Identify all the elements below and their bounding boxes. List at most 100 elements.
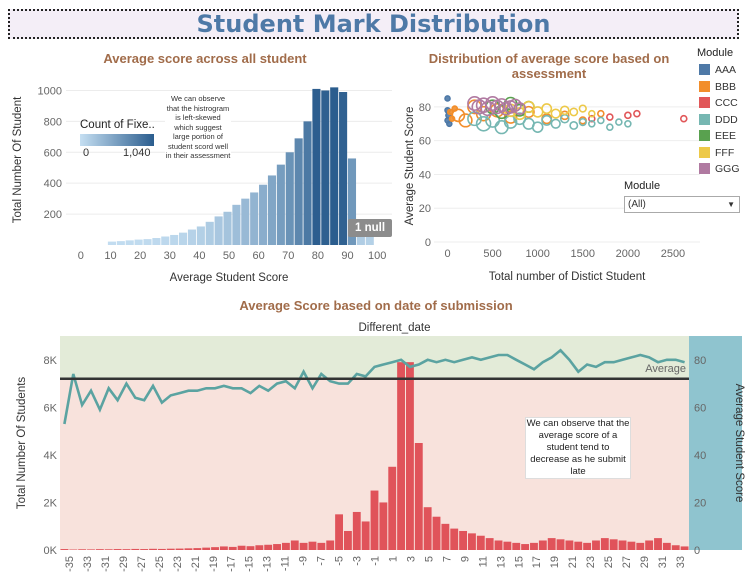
date-count-bar xyxy=(459,530,468,550)
scatter-x-tick-label: 2500 xyxy=(661,248,685,260)
hist-x-tick-label: 90 xyxy=(341,250,353,262)
date-count-bar xyxy=(574,541,583,550)
date-count-bar xyxy=(476,535,485,550)
count-legend-max: 1,040 xyxy=(123,147,151,159)
date-count-bar xyxy=(556,539,565,550)
scatter-point xyxy=(522,100,535,114)
module-legend-swatch xyxy=(699,130,710,141)
scatter-point xyxy=(597,109,605,118)
date-count-bar xyxy=(618,540,627,550)
module-legend-swatch xyxy=(699,163,710,174)
hist-bar xyxy=(321,90,330,245)
hist-y-tick-label: 600 xyxy=(44,147,62,159)
scatter-point xyxy=(679,114,688,123)
hist-x-tick-label: 50 xyxy=(223,250,235,262)
hist-x-tick-label: 30 xyxy=(164,250,176,262)
module-legend-title: Module xyxy=(697,47,734,59)
timeline-y-tick-label: 8K xyxy=(44,355,58,367)
timeline-x-tick-label: 21 xyxy=(567,556,579,568)
date-count-bar xyxy=(228,546,237,550)
dashboard-title-box: Student Mark Distribution xyxy=(8,9,739,39)
scatter-point xyxy=(480,100,496,117)
timeline-y-tick-label: 0K xyxy=(44,545,58,557)
timeline-x-tick-label: -7 xyxy=(316,556,328,566)
module-legend-item[interactable]: EEE xyxy=(699,130,736,143)
date-count-bar xyxy=(521,544,530,550)
date-count-bar xyxy=(538,540,547,550)
module-legend-item[interactable]: FFF xyxy=(699,146,734,160)
null-badge[interactable]: 1 null xyxy=(348,219,392,237)
timeline-x-tick-label: -11 xyxy=(280,556,292,571)
scatter-chart: 0 20 40 60 80 0 500 1000 1500 2000 2500 Total numbe… xyxy=(404,95,700,283)
module-filter-select[interactable]: (All) ▼ xyxy=(624,196,740,213)
dashboard-title: Student Mark Distribution xyxy=(196,10,551,38)
hist-y-tick-label: 1000 xyxy=(38,85,62,97)
module-legend-label: EEE xyxy=(715,130,737,142)
scatter-point xyxy=(475,115,492,132)
timeline-x-tick-label: -1 xyxy=(370,556,382,566)
date-count-bar xyxy=(281,542,290,550)
hist-y-tick-label: 800 xyxy=(44,116,62,128)
date-count-bar xyxy=(290,540,299,550)
scatter-point xyxy=(559,105,570,116)
scatter-x-tick-label: 1000 xyxy=(525,248,549,260)
timeline-x-tick-label: -23 xyxy=(172,556,184,572)
timeline-x-tick-label: 3 xyxy=(405,556,417,562)
module-legend-item[interactable]: DDD xyxy=(699,113,738,127)
timeline-x-tick-label: -5 xyxy=(334,556,346,566)
hist-y-tick-label: 200 xyxy=(44,209,62,221)
chevron-down-icon[interactable]: ▼ xyxy=(727,200,735,209)
date-count-bar xyxy=(352,511,361,550)
date-count-bar xyxy=(326,540,335,550)
date-count-bar xyxy=(149,548,157,550)
hist-bar xyxy=(214,216,223,245)
date-count-bar xyxy=(104,549,113,550)
timeline-x-tick-label: 25 xyxy=(603,556,615,568)
scatter-y-tick-label: 60 xyxy=(419,136,431,148)
timeline-x-tick-label: -3 xyxy=(352,556,364,566)
hist-bar xyxy=(179,232,188,245)
date-count-bar xyxy=(388,466,397,550)
hist-x-tick-label: 20 xyxy=(134,250,146,262)
module-legend-label: GGG xyxy=(715,163,740,175)
hist-bar xyxy=(285,152,294,245)
scatter-x-axis-title: Total number of Distict Student xyxy=(489,271,646,283)
date-count-bar xyxy=(503,541,512,550)
scatter-y-axis-title: Average Student Score xyxy=(404,107,416,226)
module-legend-item[interactable]: GGG xyxy=(699,163,740,176)
average-score-line xyxy=(63,348,685,425)
histogram-section-title: Average score across all student xyxy=(103,51,307,66)
scatter-x-tick-label: 0 xyxy=(444,248,450,260)
scatter-x-tick-label: 500 xyxy=(483,248,501,260)
module-legend-item[interactable]: AAA xyxy=(699,64,736,77)
timeline-x-tick-label: -29 xyxy=(118,556,130,572)
module-legend-label: DDD xyxy=(715,113,738,126)
date-count-bar xyxy=(414,443,423,550)
count-legend-gradient xyxy=(80,134,154,146)
timeline-x-tick-label: 23 xyxy=(585,556,597,568)
module-legend-item[interactable]: CCC xyxy=(699,97,738,110)
scatter-point xyxy=(615,118,623,126)
timeline-x-tick-label: -35 xyxy=(64,556,76,572)
scatter-point xyxy=(606,123,614,131)
module-legend-item[interactable]: BBB xyxy=(699,80,736,94)
date-count-bar xyxy=(113,549,122,550)
date-count-bar xyxy=(671,545,680,550)
module-legend-swatch xyxy=(699,80,710,92)
date-count-bar xyxy=(627,541,636,550)
hist-bar xyxy=(347,158,357,245)
date-count-bar xyxy=(317,542,326,550)
date-count-bar xyxy=(468,533,476,550)
module-legend-swatch xyxy=(699,146,710,158)
count-legend: Count of Fixe.. 0 1,040 xyxy=(80,119,160,160)
timeline-x-tick-label: -19 xyxy=(208,556,220,572)
scatter-point xyxy=(550,108,561,119)
date-count-bar xyxy=(450,528,459,550)
count-legend-title: Count of Fixe.. xyxy=(80,119,155,131)
date-count-bar xyxy=(583,542,592,550)
date-count-bar xyxy=(432,516,441,550)
scatter-point xyxy=(531,121,544,133)
timeline-x-tick-label: -25 xyxy=(154,556,166,572)
date-count-bar xyxy=(397,362,406,550)
timeline-x-tick-label: 29 xyxy=(639,556,651,568)
